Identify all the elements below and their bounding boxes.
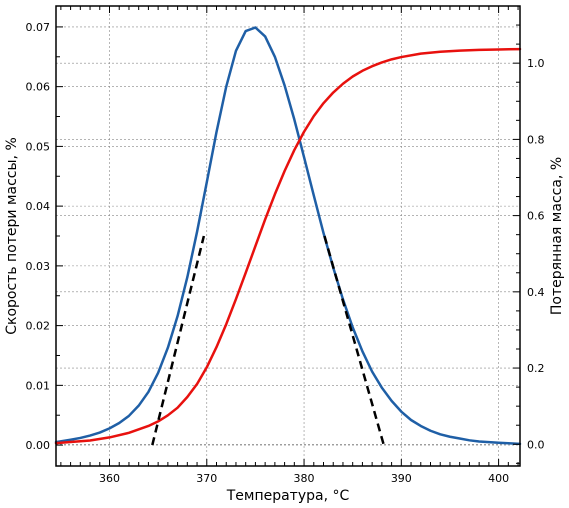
y-right-tick-label: 0.8 (527, 133, 545, 146)
y-left-tick-label: 0.06 (26, 81, 51, 94)
y-right-tick-label: 0.0 (527, 438, 545, 451)
y-right-tick-label: 0.4 (527, 286, 545, 299)
x-tick-label: 380 (294, 472, 315, 485)
series-layer (54, 26, 522, 446)
x-tick-label: 390 (391, 472, 412, 485)
y-left-tick-label: 0.02 (26, 320, 51, 333)
y-left-tick-label: 0.03 (26, 260, 51, 273)
y-right-tick-label: 0.6 (527, 210, 545, 223)
x-tick-label: 370 (196, 472, 217, 485)
series-line-2 (151, 235, 206, 446)
series-line-3 (323, 235, 386, 446)
grid-lines (56, 6, 520, 466)
x-axis-label: Температура, °C (226, 488, 350, 504)
series-line-1 (54, 47, 522, 445)
x-tick-label: 360 (99, 472, 120, 485)
y-left-tick-label: 0.07 (26, 21, 51, 34)
y-right-tick-label: 0.2 (527, 362, 545, 375)
y-left-tick-label: 0.05 (26, 140, 51, 153)
series-line-0 (54, 26, 522, 446)
x-tick-label: 400 (488, 472, 509, 485)
y-left-tick-label: 0.01 (26, 379, 51, 392)
y-left-tick-label: 0.04 (26, 200, 51, 213)
y-left-tick-label: 0.00 (26, 439, 51, 452)
plot-frame (55, 5, 521, 467)
y-right-tick-label: 1.0 (527, 57, 545, 70)
axis-ticks: 360 370 380 390 400 0.00 0.01 0.02 0.03 0.04 0.05 0… (26, 6, 545, 485)
y-left-axis-label: Скорость потери массы, % (4, 137, 20, 335)
y-right-axis-label: Потерянная масса, % (549, 157, 565, 315)
